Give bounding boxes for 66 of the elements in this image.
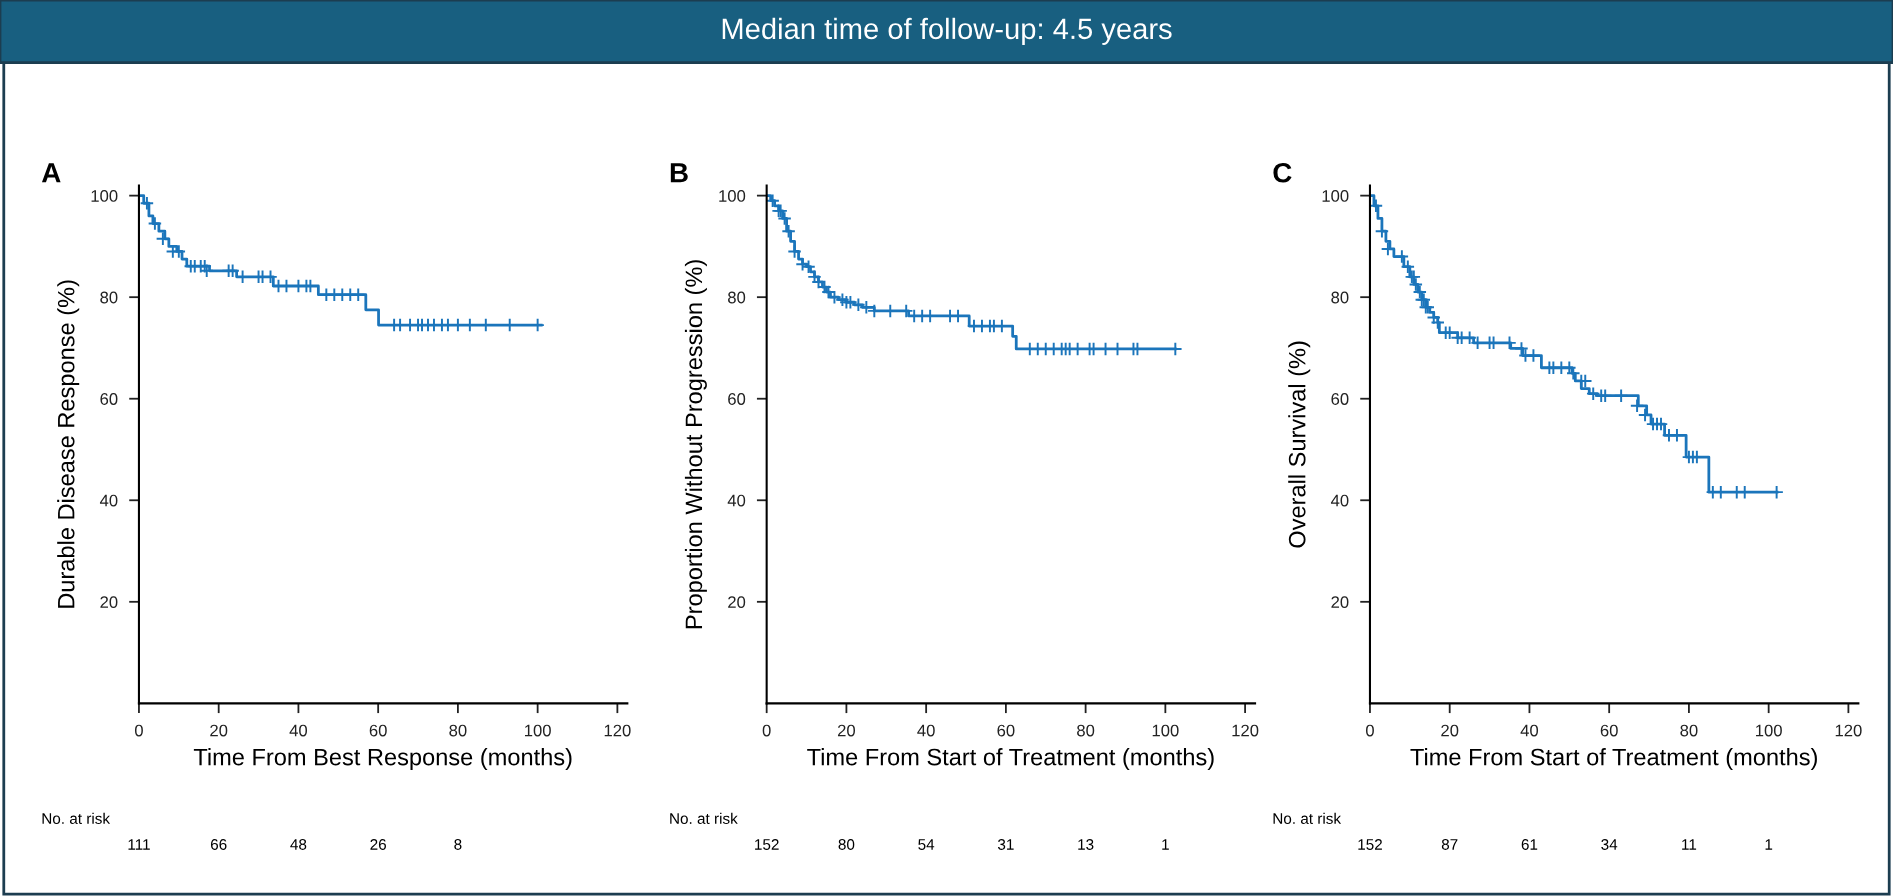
y-tick-label: 100 <box>719 190 746 202</box>
text: 31 <box>997 839 1014 850</box>
x-tick-label: 0 <box>1365 724 1374 737</box>
y-axis-title: Durable Disease Response (%) <box>57 280 80 608</box>
text: 26 <box>370 839 386 850</box>
y-tick-label: 40 <box>727 494 746 507</box>
x-tick-label: 0 <box>134 724 143 737</box>
x-tick-label: 120 <box>1835 724 1862 737</box>
text: A <box>41 163 61 183</box>
x-tick-label: 80 <box>449 724 467 737</box>
y-tick-label: 100 <box>1322 190 1349 202</box>
text: B <box>670 163 688 183</box>
text: 8 <box>454 839 462 850</box>
x-tick-label: 80 <box>1077 724 1095 737</box>
y-axis-title: Overall Survival (%) <box>1288 341 1311 548</box>
text: 66 <box>210 839 227 850</box>
text: No. at risk <box>670 812 738 824</box>
text: No. at risk <box>42 812 111 824</box>
x-tick-label: 60 <box>997 724 1015 737</box>
text: 111 <box>128 839 150 850</box>
x-tick-label: 0 <box>762 724 771 737</box>
y-tick-label: 20 <box>728 596 746 609</box>
text: 54 <box>918 839 935 850</box>
y-tick-label: 20 <box>100 596 118 609</box>
x-tick-label: 20 <box>210 724 228 737</box>
y-tick-label: 100 <box>91 190 118 202</box>
x-tick-label: 20 <box>1441 724 1459 737</box>
text: 80 <box>838 839 855 850</box>
y-axis-title: Proportion Without Progression (%) <box>684 260 707 629</box>
text: C <box>1273 162 1292 183</box>
x-axis-title: Time From Start of Treatment (months) <box>1410 748 1817 771</box>
y-tick-label: 20 <box>1331 596 1349 609</box>
x-axis-title: Time From Best Response (months) <box>193 748 572 771</box>
y-tick-label: 40 <box>1330 494 1349 507</box>
text: 34 <box>1601 839 1618 850</box>
x-tick-label: 100 <box>1756 724 1782 737</box>
text: Median time of follow-up: 4.5 years <box>722 17 1172 45</box>
x-tick-label: 60 <box>369 724 387 737</box>
x-tick-label: 80 <box>1680 724 1698 737</box>
x-tick-label: 40 <box>1520 724 1539 737</box>
x-tick-label: 40 <box>289 724 308 737</box>
x-tick-label: 40 <box>917 724 935 737</box>
y-tick-label: 40 <box>99 494 118 507</box>
x-tick-label: 100 <box>1152 724 1179 737</box>
text: No. at risk <box>1273 812 1342 824</box>
text: 152 <box>1358 839 1382 850</box>
y-tick-label: 80 <box>1331 291 1349 304</box>
text: 152 <box>755 839 779 850</box>
text: 61 <box>1521 839 1538 850</box>
y-tick-label: 80 <box>728 291 746 304</box>
x-tick-label: 60 <box>1600 724 1618 737</box>
text: 13 <box>1078 839 1094 850</box>
y-tick-label: 80 <box>100 291 118 304</box>
x-tick-label: 120 <box>604 724 631 737</box>
y-tick-label: 60 <box>100 393 118 405</box>
text: 11 <box>1682 839 1697 850</box>
x-tick-label: 120 <box>1232 724 1259 737</box>
text: 1 <box>1162 839 1169 850</box>
x-axis-title: Time From Start of Treatment (months) <box>807 748 1214 771</box>
x-tick-label: 20 <box>837 724 856 737</box>
text: 1 <box>1765 839 1773 850</box>
text: 48 <box>290 839 307 850</box>
x-tick-label: 100 <box>525 724 551 737</box>
y-tick-label: 60 <box>728 393 746 405</box>
y-tick-label: 60 <box>1331 393 1349 405</box>
text: 87 <box>1441 839 1458 850</box>
